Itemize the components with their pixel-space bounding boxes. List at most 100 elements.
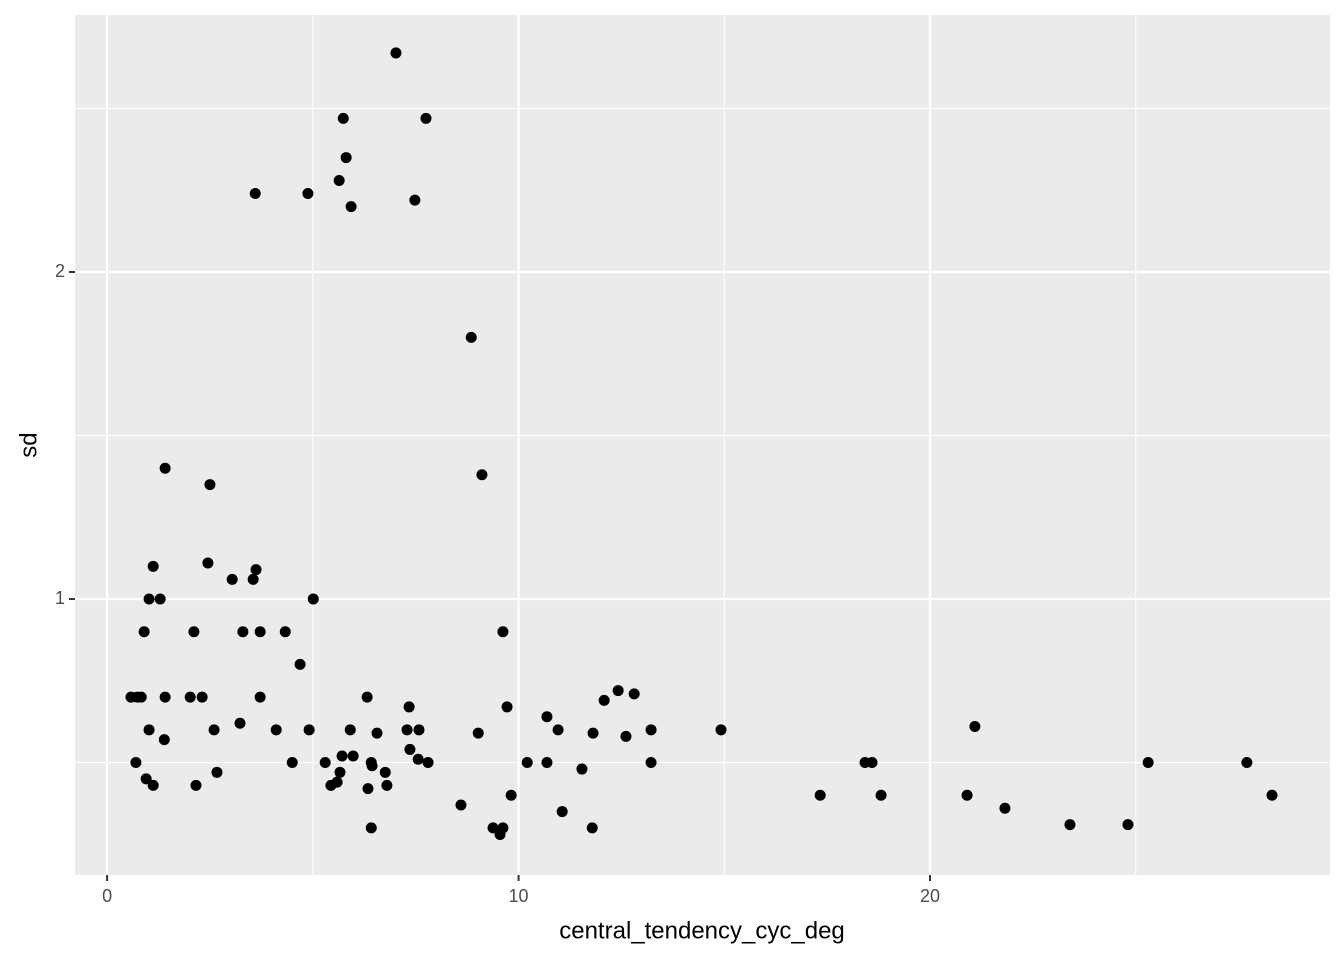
- point: [159, 462, 171, 474]
- point: [409, 194, 421, 206]
- point: [147, 560, 159, 572]
- point: [587, 727, 599, 739]
- point: [294, 658, 306, 670]
- point: [143, 724, 155, 736]
- point: [362, 783, 374, 795]
- y-axis-title: sd: [15, 432, 42, 457]
- point: [541, 711, 553, 723]
- point: [226, 573, 238, 585]
- point: [999, 802, 1011, 814]
- point: [361, 691, 373, 703]
- point: [188, 626, 200, 638]
- point: [1142, 757, 1154, 769]
- point: [247, 573, 259, 585]
- point: [184, 691, 196, 703]
- x-axis-title: central_tendency_cyc_deg: [559, 917, 845, 944]
- point: [302, 188, 314, 200]
- point: [645, 724, 657, 736]
- point: [969, 721, 981, 733]
- point: [1266, 789, 1278, 801]
- point: [340, 152, 352, 164]
- point: [371, 727, 383, 739]
- point: [715, 724, 727, 736]
- point: [249, 188, 261, 200]
- point: [254, 691, 266, 703]
- x-tick-label: 10: [509, 886, 529, 906]
- point: [420, 112, 432, 124]
- point: [130, 757, 142, 769]
- x-tick-label: 20: [920, 886, 940, 906]
- point: [556, 806, 568, 818]
- point: [234, 717, 246, 729]
- point: [196, 691, 208, 703]
- point: [344, 724, 356, 736]
- point: [143, 593, 155, 605]
- y-tick-label: 1: [55, 588, 65, 608]
- point: [333, 174, 345, 186]
- point: [237, 626, 249, 638]
- point: [476, 469, 488, 481]
- point: [404, 743, 416, 755]
- point: [154, 593, 166, 605]
- point: [158, 734, 170, 746]
- point: [1122, 819, 1134, 831]
- point: [494, 828, 506, 840]
- point: [319, 757, 331, 769]
- point: [286, 757, 298, 769]
- point: [345, 201, 357, 213]
- point: [413, 724, 425, 736]
- point: [336, 750, 348, 762]
- point: [403, 701, 415, 713]
- point: [1064, 819, 1076, 831]
- point: [140, 773, 152, 785]
- point: [250, 564, 262, 576]
- point: [331, 776, 343, 788]
- point: [628, 688, 640, 700]
- point: [961, 789, 973, 801]
- point: [390, 47, 402, 59]
- point: [576, 763, 588, 775]
- point: [422, 757, 434, 769]
- point: [366, 760, 378, 772]
- point: [379, 766, 391, 778]
- point: [138, 626, 150, 638]
- point: [347, 750, 359, 762]
- point: [202, 557, 214, 569]
- point: [612, 685, 624, 697]
- point: [645, 757, 657, 769]
- point: [521, 757, 533, 769]
- point: [279, 626, 291, 638]
- point: [135, 691, 147, 703]
- point: [487, 822, 499, 834]
- point: [381, 779, 393, 791]
- point: [412, 753, 424, 765]
- point: [472, 727, 484, 739]
- point: [211, 766, 223, 778]
- point: [497, 626, 509, 638]
- point: [505, 789, 517, 801]
- point: [465, 331, 477, 343]
- point: [254, 626, 266, 638]
- point: [875, 789, 887, 801]
- panel: [75, 15, 1330, 875]
- point: [401, 724, 413, 736]
- point: [1241, 757, 1253, 769]
- point: [159, 691, 171, 703]
- point: [270, 724, 282, 736]
- point: [337, 112, 349, 124]
- point: [365, 822, 377, 834]
- point: [190, 779, 202, 791]
- point: [541, 757, 553, 769]
- point: [552, 724, 564, 736]
- point: [147, 779, 159, 791]
- point: [814, 789, 826, 801]
- point: [334, 766, 346, 778]
- point: [455, 799, 467, 811]
- point: [866, 757, 878, 769]
- point: [208, 724, 220, 736]
- point: [598, 694, 610, 706]
- point: [501, 701, 513, 713]
- y-tick-label: 2: [55, 261, 65, 281]
- point: [307, 593, 319, 605]
